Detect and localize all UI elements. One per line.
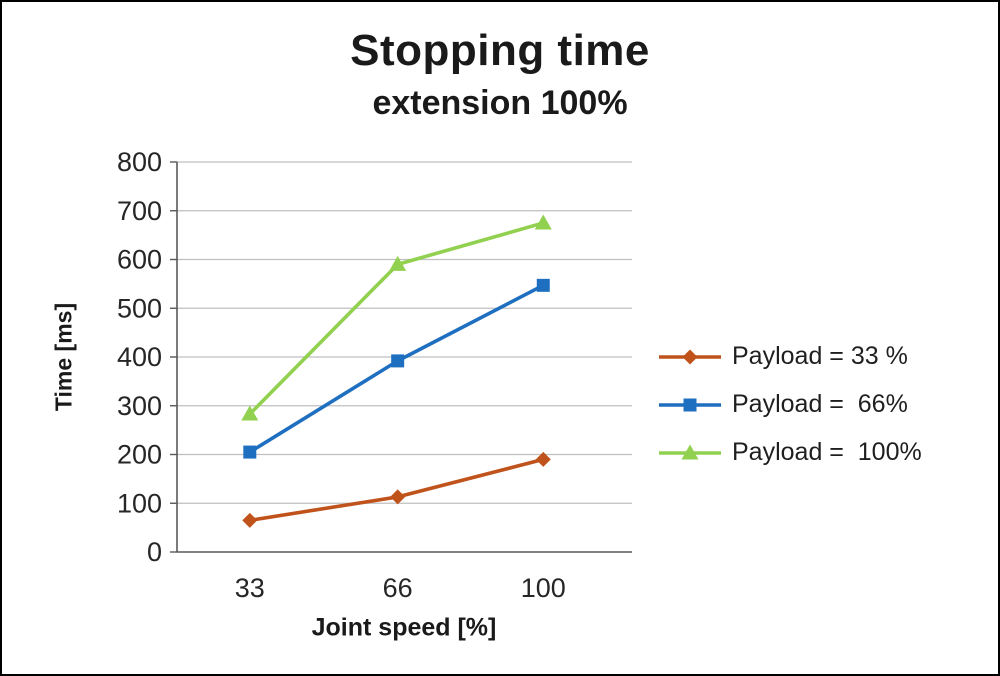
diamond-marker xyxy=(682,349,698,364)
chart-title: Stopping time xyxy=(350,26,650,75)
legend-label: Payload = 33 % xyxy=(732,342,908,370)
legend-marker-icon xyxy=(659,349,721,364)
y-tick-label: 400 xyxy=(117,342,162,372)
y-tick-label: 0 xyxy=(147,537,162,567)
triangle-marker xyxy=(389,255,407,271)
series-line xyxy=(248,457,546,523)
y-tick-label: 500 xyxy=(117,293,162,323)
square-marker xyxy=(536,278,550,292)
legend-marker-icon xyxy=(659,444,721,459)
x-axis-title: Joint speed [%] xyxy=(311,613,497,642)
square-marker xyxy=(683,398,697,411)
y-tick-label: 200 xyxy=(117,440,162,470)
square-marker xyxy=(391,354,405,368)
triangle-marker xyxy=(534,214,552,230)
y-axis-title: Time [ms] xyxy=(50,302,77,412)
legend-label: Payload = 66% xyxy=(732,390,908,418)
y-tick-label: 300 xyxy=(117,391,162,421)
series-line xyxy=(248,221,546,416)
y-tick-label: 800 xyxy=(117,147,162,177)
chart-subtitle: extension 100% xyxy=(372,84,628,122)
legend-label: Payload = 100% xyxy=(732,438,922,466)
x-tick-label: 33 xyxy=(235,573,265,603)
diamond-marker xyxy=(242,512,258,528)
triangle-marker xyxy=(241,405,259,421)
x-tick-label: 66 xyxy=(383,573,413,603)
x-tick-label: 100 xyxy=(521,573,566,603)
legend-item: Payload = 100% xyxy=(658,438,922,467)
diamond-marker xyxy=(390,489,406,505)
diamond-marker xyxy=(535,451,551,467)
legend-item: Payload = 33 % xyxy=(658,342,922,371)
triangle-marker xyxy=(681,444,699,459)
y-tick-label: 100 xyxy=(117,488,162,518)
legend-item: Payload = 66% xyxy=(658,390,922,419)
y-tick-label: 700 xyxy=(117,196,162,226)
square-marker xyxy=(243,445,257,459)
y-tick-label: 600 xyxy=(117,245,162,275)
legend-marker-icon xyxy=(659,398,721,411)
legend: Payload = 33 % Payload = 66% Payload = 100… xyxy=(658,342,922,467)
